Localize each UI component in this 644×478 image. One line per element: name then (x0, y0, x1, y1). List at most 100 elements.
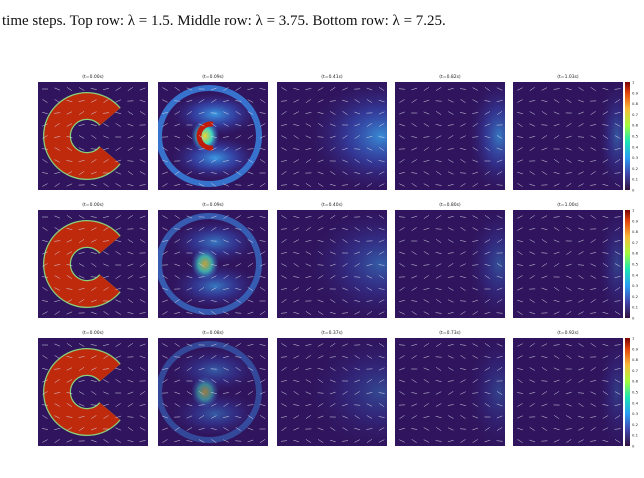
flow-arrow (578, 171, 584, 175)
panel-content (158, 210, 268, 318)
flow-arrow (342, 147, 348, 151)
flow-arrow (553, 171, 560, 175)
flow-arrow (496, 287, 503, 291)
flow-arrow (472, 415, 479, 419)
flow-arrow (78, 171, 85, 175)
flow-arrow (341, 312, 349, 314)
flow-arrow (578, 239, 584, 243)
flow-arrow (259, 135, 266, 139)
flow-arrow (305, 403, 312, 407)
flow-arrow (223, 239, 229, 243)
flow-arrow (198, 300, 205, 302)
colorbar-tick-label: 0.1 (632, 305, 639, 310)
flow-arrow (247, 427, 254, 431)
flow-arrow (115, 227, 122, 231)
flow-arrow (411, 439, 417, 443)
flow-arrow (448, 391, 454, 395)
field-core (191, 248, 219, 280)
flow-arrow (399, 171, 405, 175)
flow-arrow (541, 87, 548, 91)
flow-arrow (305, 147, 312, 151)
flow-arrow (484, 215, 491, 219)
flow-arrow (496, 171, 503, 175)
flow-arrow (281, 403, 287, 407)
flow-arrow (293, 276, 300, 278)
flow-arrow (162, 87, 168, 91)
flow-arrow (91, 99, 97, 103)
flow-arrow (66, 160, 73, 162)
flow-arrow (614, 183, 621, 187)
flow-arrow (235, 239, 241, 243)
flow-arrow (472, 392, 479, 394)
flow-arrow (42, 311, 48, 315)
flow-arrow (305, 159, 312, 163)
flow-arrow (211, 311, 217, 315)
flow-arrow (42, 251, 48, 255)
flow-arrow (472, 311, 478, 315)
flow-arrow (529, 439, 536, 443)
flow-arrow (378, 160, 385, 162)
colorbar-tick-label: 0.4 (632, 144, 639, 149)
flow-arrow (517, 215, 523, 219)
panel: (t=0.08s) (158, 330, 268, 446)
flow-arrow (115, 275, 121, 279)
flow-arrow (174, 111, 180, 115)
flow-arrow (305, 227, 312, 231)
flow-arrow (529, 311, 536, 315)
flow-arrow (293, 391, 299, 395)
flow-arrow (590, 135, 597, 139)
flow-arrow (541, 135, 548, 139)
flow-arrow (366, 275, 373, 279)
flow-arrow (460, 404, 466, 406)
flow-arrow (198, 439, 205, 443)
flow-arrow (484, 367, 491, 371)
flow-arrow (484, 299, 491, 303)
flow-arrow (211, 147, 217, 151)
flow-arrow (174, 391, 181, 395)
flow-arrow (317, 403, 324, 407)
flow-arrow (281, 135, 287, 139)
flow-arrow (411, 403, 418, 407)
flow-arrow (366, 403, 373, 407)
flow-arrow (162, 159, 168, 163)
flow-arrow (614, 251, 621, 255)
flow-arrow (342, 415, 348, 419)
flow-arrow (103, 227, 109, 231)
flow-arrow (435, 215, 442, 219)
flow-arrow (378, 288, 385, 290)
flow-arrow (614, 311, 621, 315)
panel-content (38, 82, 148, 190)
flow-arrow (259, 240, 266, 242)
flow-arrow (247, 263, 254, 267)
flow-arrow (235, 343, 241, 347)
flow-arrow (115, 311, 121, 315)
flow-arrow (411, 159, 417, 163)
flow-arrow (399, 227, 405, 231)
flow-arrow (423, 99, 430, 103)
flow-arrow (553, 263, 560, 267)
flow-arrow (378, 111, 385, 115)
flow-arrow (210, 215, 217, 219)
flow-arrow (602, 227, 609, 231)
flow-arrow (565, 343, 572, 347)
colorbar-tick-label: 0.7 (632, 112, 639, 117)
flow-arrow (293, 439, 300, 443)
flow-arrow (186, 239, 193, 243)
flow-arrow (54, 368, 61, 370)
flow-arrow (198, 159, 205, 163)
flow-arrow (211, 123, 217, 127)
colorbar-tick-label: 0 (632, 316, 635, 321)
flow-arrow (496, 184, 503, 186)
flow-arrow (90, 344, 97, 346)
flow-arrow (317, 183, 324, 187)
flow-arrow (459, 216, 467, 218)
flow-arrow (162, 147, 168, 151)
flow-arrow (127, 391, 134, 395)
flow-arrow (496, 159, 503, 163)
flow-arrow (602, 355, 609, 359)
flow-arrow (66, 403, 73, 407)
flow-arrow (115, 367, 122, 371)
flow-arrow (541, 228, 548, 230)
flow-arrow (541, 100, 548, 102)
flow-arrow (496, 440, 503, 442)
